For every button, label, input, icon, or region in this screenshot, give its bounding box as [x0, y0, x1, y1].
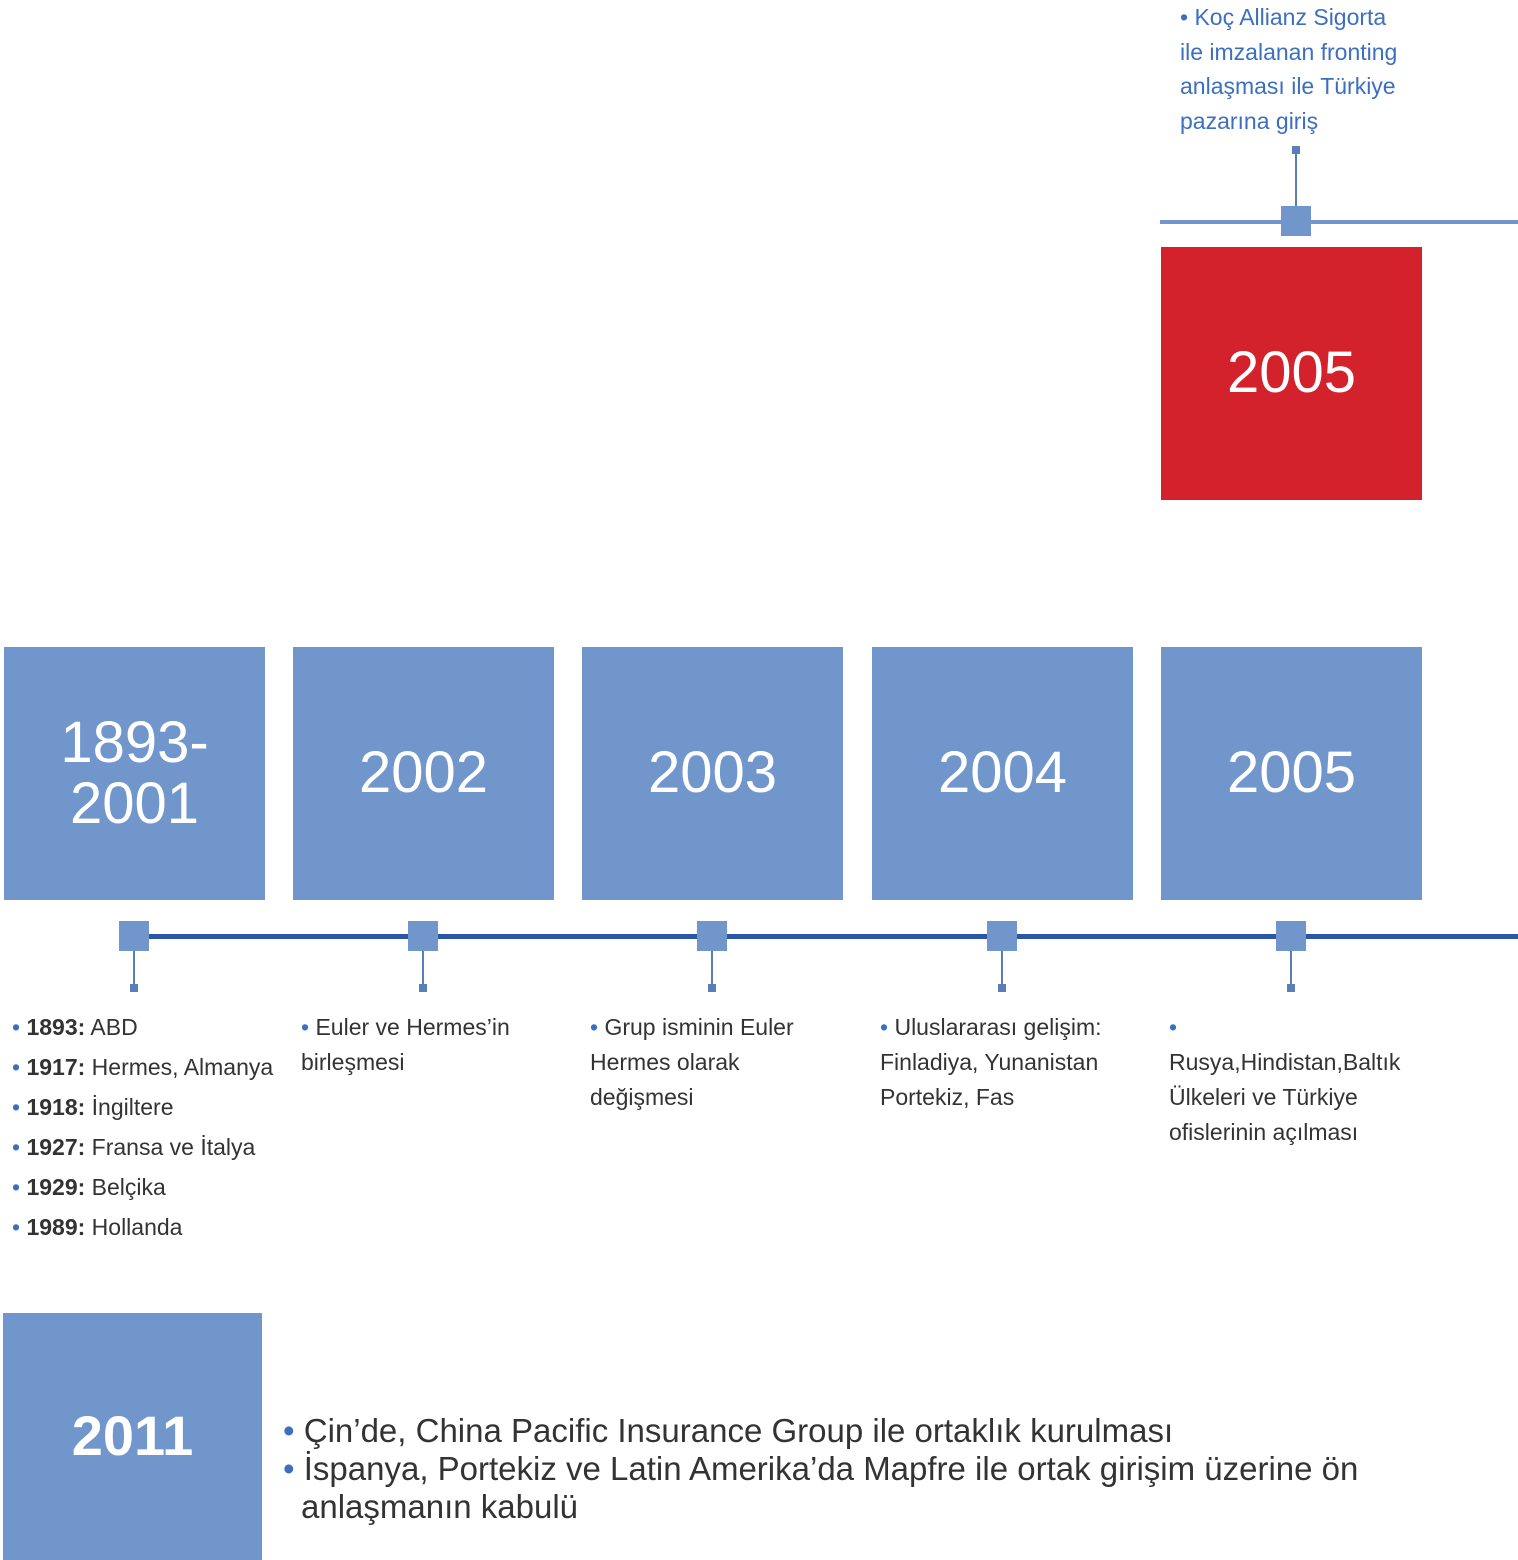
- event-item: • 1893: ABD: [12, 1010, 282, 1045]
- bottom-list: • Çin’de, China Pacific Insurance Group …: [283, 1412, 1363, 1526]
- event-item: • Rusya,Hindistan,Baltık Ülkeleri ve Tür…: [1169, 1010, 1409, 1150]
- event-item-text: Belçika: [91, 1174, 166, 1200]
- bottom-item-text: Çin’de, China Pacific Insurance Group il…: [303, 1412, 1174, 1449]
- event-item-text: Hermes, Almanya: [91, 1054, 274, 1080]
- connector: [422, 951, 424, 985]
- connector-end: [998, 984, 1006, 992]
- bullet: •: [12, 1214, 27, 1240]
- top-box: 2005: [1161, 247, 1422, 500]
- event-item: • 1989: Hollanda: [12, 1210, 282, 1245]
- event-item: • 1929: Belçika: [12, 1170, 282, 1205]
- node: [119, 921, 149, 951]
- bottom-box: 2011: [3, 1313, 262, 1560]
- event-text: • 1893: ABD • 1917: Hermes, Almanya • 1918…: [12, 1010, 282, 1250]
- event-item-text: Uluslararası gelişim: Finladiya, Yunanis…: [880, 1014, 1102, 1110]
- connector-end: [1287, 984, 1295, 992]
- bottom-item: • Çin’de, China Pacific Insurance Group …: [283, 1412, 1363, 1450]
- node: [1276, 921, 1306, 951]
- event-item-text: Grup isminin Euler Hermes olarak değişme…: [590, 1014, 794, 1110]
- bottom-item: • İspanya, Portekiz ve Latin Amerika’da …: [283, 1450, 1363, 1526]
- node: [697, 921, 727, 951]
- connector-end: [708, 984, 716, 992]
- event-item: • Euler ve Hermes’in birleşmesi: [301, 1010, 541, 1080]
- connector: [711, 951, 713, 985]
- event-year: 1989:: [26, 1214, 86, 1240]
- event-item-text: Hollanda: [91, 1214, 183, 1240]
- bullet: •: [12, 1174, 27, 1200]
- event-item: • 1927: Fransa ve İtalya: [12, 1130, 282, 1165]
- event-text: • Grup isminin Euler Hermes olarak değiş…: [590, 1010, 830, 1120]
- event-item-text: Rusya,Hindistan,Baltık Ülkeleri ve Türki…: [1169, 1049, 1401, 1145]
- event-item: • 1917: Hermes, Almanya: [12, 1050, 282, 1085]
- top-node: [1281, 206, 1311, 236]
- year-box: 2005: [1161, 647, 1422, 900]
- bullet: •: [12, 1094, 27, 1120]
- bullet: •: [1169, 1014, 1178, 1040]
- top-connector-end: [1292, 146, 1300, 154]
- bullet: •: [301, 1014, 316, 1040]
- top-connector: [1295, 150, 1297, 206]
- connector-end: [130, 984, 138, 992]
- event-item-text: Fransa ve İtalya: [91, 1134, 256, 1160]
- bottom-item-text: İspanya, Portekiz ve Latin Amerika’da Ma…: [301, 1450, 1359, 1525]
- event-item: • Uluslararası gelişim: Finladiya, Yunan…: [880, 1010, 1120, 1115]
- top-text: • Koç Allianz Sigorta ile imzalanan fron…: [1180, 4, 1398, 134]
- connector: [133, 951, 135, 985]
- node: [987, 921, 1017, 951]
- bullet: •: [12, 1054, 27, 1080]
- event-item-text: İngiltere: [91, 1094, 174, 1120]
- event-item-text: ABD: [90, 1014, 138, 1040]
- event-year: 1927:: [26, 1134, 86, 1160]
- connector: [1290, 951, 1292, 985]
- bullet: •: [283, 1450, 304, 1487]
- top-line: [1160, 220, 1518, 224]
- event-year: 1918:: [26, 1094, 86, 1120]
- connector: [1001, 951, 1003, 985]
- bullet: •: [590, 1014, 605, 1040]
- top-event-text: Koç Allianz Sigorta ile imzalanan fronti…: [1180, 4, 1398, 134]
- bullet: •: [880, 1014, 895, 1040]
- bullet: •: [283, 1412, 304, 1449]
- event-item: • 1918: İngiltere: [12, 1090, 282, 1125]
- year-box: 2002: [293, 647, 554, 900]
- bullet: •: [12, 1014, 27, 1040]
- connector-end: [419, 984, 427, 992]
- event-text: • Uluslararası gelişim: Finladiya, Yunan…: [880, 1010, 1120, 1120]
- event-text: • Euler ve Hermes’in birleşmesi: [301, 1010, 541, 1085]
- year-box: 1893-2001: [4, 647, 265, 900]
- event-text: • Rusya,Hindistan,Baltık Ülkeleri ve Tür…: [1169, 1010, 1409, 1155]
- year-box: 2003: [582, 647, 843, 900]
- event-year: 1917:: [26, 1054, 86, 1080]
- bullet: •: [12, 1134, 27, 1160]
- node: [408, 921, 438, 951]
- event-year: 1893:: [26, 1014, 86, 1040]
- event-item: • Grup isminin Euler Hermes olarak değiş…: [590, 1010, 830, 1115]
- timeline-line: [120, 934, 1518, 939]
- event-item-text: Euler ve Hermes’in birleşmesi: [301, 1014, 510, 1075]
- year-box: 2004: [872, 647, 1133, 900]
- event-year: 1929:: [26, 1174, 86, 1200]
